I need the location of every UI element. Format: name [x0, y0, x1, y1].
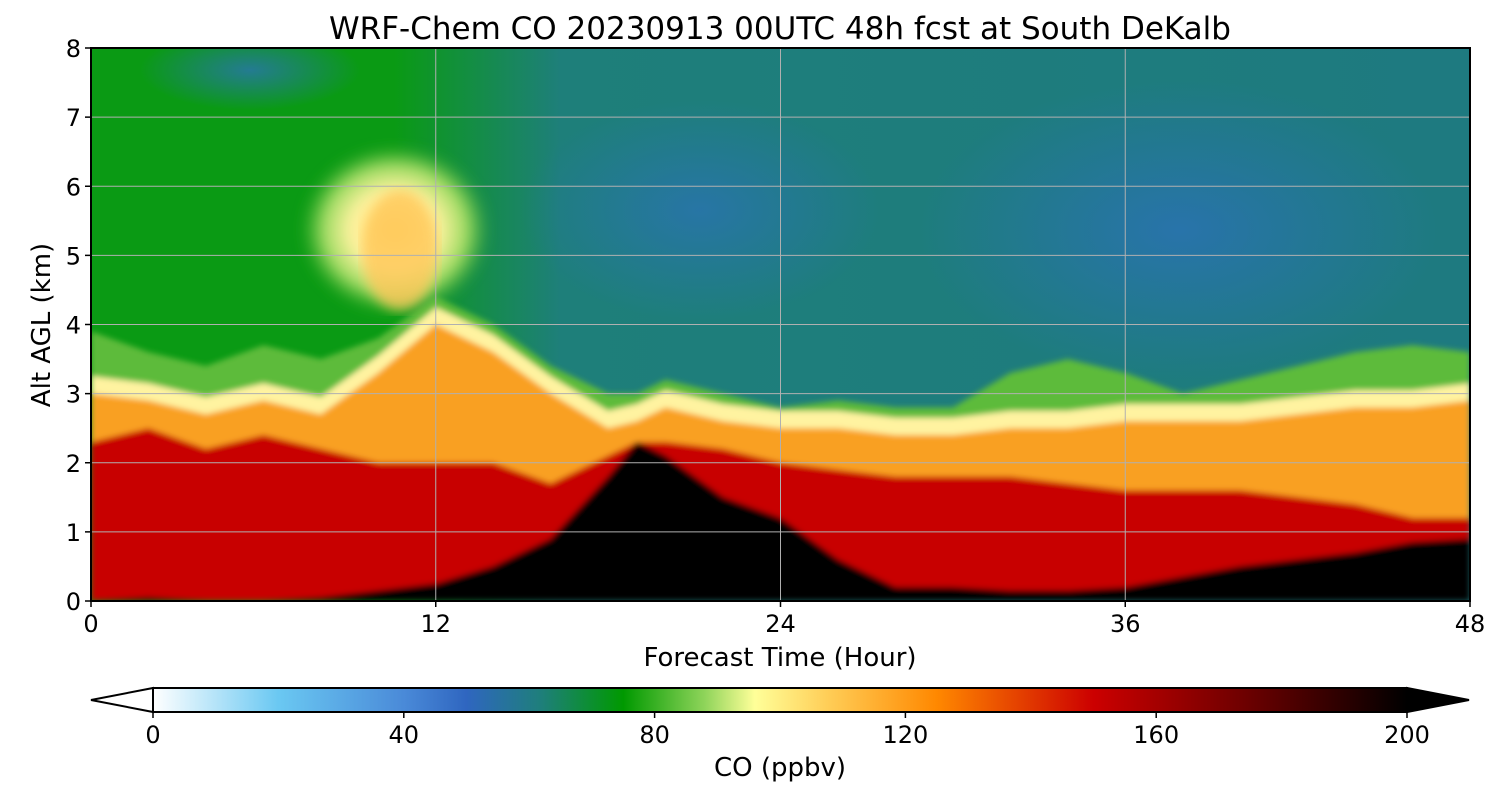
- y-tick-label: 5: [66, 242, 81, 270]
- colorbar-tick-label: 160: [1133, 721, 1179, 749]
- colorbar: 0 40 80 120 160 200 CO (ppbv): [90, 686, 1470, 783]
- colorbar-frame: [152, 687, 1408, 713]
- x-tick-label: 24: [765, 610, 796, 638]
- x-tick-label: 0: [83, 610, 98, 638]
- x-tick-label: 36: [1110, 610, 1141, 638]
- colorbar-extend-low: [90, 686, 154, 714]
- x-tick-label: 48: [1455, 610, 1486, 638]
- colorbar-tick-label: 0: [145, 721, 160, 749]
- colorbar-tick-label: 120: [882, 721, 928, 749]
- x-axis-label: Forecast Time (Hour): [643, 643, 916, 673]
- plot-area: [91, 48, 1470, 601]
- y-tick-label: 0: [66, 588, 81, 616]
- y-tick-label: 8: [66, 35, 81, 63]
- y-tick-label: 1: [66, 519, 81, 547]
- chart-title: WRF-Chem CO 20230913 00UTC 48h fcst at S…: [329, 11, 1231, 47]
- x-tick-label: 12: [420, 610, 451, 638]
- co-plume-core: [362, 190, 438, 310]
- blue-region-mid: [520, 100, 880, 320]
- y-tick-label: 4: [66, 312, 81, 340]
- colorbar-bar: [153, 688, 1407, 712]
- colorbar-label: CO (ppbv): [714, 753, 846, 783]
- y-tick-label: 7: [66, 104, 81, 132]
- colorbar-tick-label: 80: [639, 721, 670, 749]
- colorbar-tick-label: 40: [389, 721, 420, 749]
- blue-region-upper-left: [140, 48, 360, 110]
- y-tick-label: 3: [66, 381, 81, 409]
- y-tick-label: 2: [66, 450, 81, 478]
- y-tick-label: 6: [66, 173, 81, 201]
- blue-region-right: [920, 80, 1440, 380]
- colorbar-extend-high: [1406, 686, 1470, 714]
- y-axis-label: Alt AGL (km): [27, 243, 57, 407]
- colorbar-tick-label: 200: [1384, 721, 1430, 749]
